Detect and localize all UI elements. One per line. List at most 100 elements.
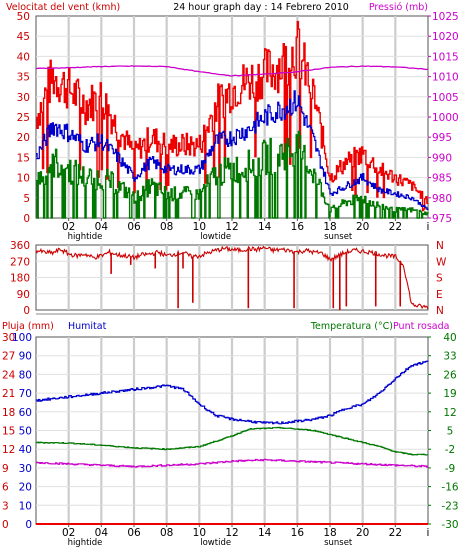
temperature-tick-label: -2 [445, 444, 455, 456]
tide-annotation: sunset [324, 232, 353, 242]
humidity-tick-label: 70 [19, 388, 32, 400]
humidity-tick-label: 60 [19, 407, 32, 419]
x-tick-label: 12 [225, 527, 238, 539]
dew_point-line [36, 458, 429, 468]
x-tick-label: 16 [291, 221, 305, 233]
rain-axis-title: Pluja (mm) [2, 321, 54, 332]
rain-tick-label: 30 [2, 332, 15, 344]
pressure-tick-label: 1010 [432, 72, 459, 84]
rain-tick-label: 6 [2, 482, 9, 494]
wind-average-line [36, 90, 429, 210]
pressure-tick-label: 1000 [432, 112, 459, 124]
direction-tick-label: 270 [10, 256, 30, 268]
x-tick-label: 10 [193, 527, 206, 539]
rain-tick-label: 21 [2, 388, 15, 400]
rain-tick-label: 9 [2, 463, 9, 475]
compass-tick-label: E [436, 289, 443, 301]
rain-tick-label: 12 [2, 444, 15, 456]
x-tick-label: 02 [62, 221, 75, 233]
rain-tick-label: 27 [2, 351, 15, 363]
x-tick-label: 22 [389, 527, 402, 539]
temperature-tick-label: -30 [441, 519, 458, 531]
wind-tick-label: 50 [17, 11, 30, 23]
compass-tick-label: W [436, 256, 447, 268]
x-tick-label: 14 [258, 221, 272, 233]
direction-tick-label: 90 [17, 289, 30, 301]
temperature-axis-title: Temperatura (°C) [310, 321, 393, 332]
x-tick-label: 06 [127, 221, 141, 233]
humidity-tick-label: 50 [19, 426, 32, 438]
rain-tick-label: 0 [2, 519, 9, 531]
temperature-tick-label: -9 [445, 463, 455, 475]
humidity-axis-title: Humitat [68, 321, 107, 332]
x-tick-label: 12 [225, 221, 238, 233]
tide-annotation: lowtide [200, 232, 231, 242]
humidity-tick-label: 80 [19, 369, 32, 381]
humidity-tick-label: 20 [19, 482, 32, 494]
pressure-tick-label: 1020 [432, 31, 459, 43]
humidity-tick-label: 90 [19, 351, 32, 363]
x-tick-label: 16 [291, 527, 305, 539]
wind-tick-label: 5 [23, 193, 30, 205]
x-tick-label: 22 [389, 221, 402, 233]
wind-axis-title: Velocitat del vent (kmh) [6, 2, 120, 13]
wind-tick-label: 10 [17, 173, 30, 185]
temperature-tick-label: 12 [443, 407, 456, 419]
tide-annotation: hightide [68, 232, 103, 242]
x-tick-label: 08 [160, 221, 173, 233]
wind-direction-line [35, 245, 429, 310]
tide-annotation: lowtide [200, 538, 231, 548]
x-tick-label: 10 [193, 221, 206, 233]
pressure-tick-label: 995 [432, 132, 452, 144]
pressure-line [35, 65, 429, 77]
x-tick-label: 18 [323, 221, 336, 233]
humidity-line [36, 360, 429, 425]
temperature-tick-label: 19 [443, 388, 456, 400]
pressure-tick-label: 980 [432, 193, 452, 205]
wind-tick-label: 20 [17, 132, 30, 144]
wind-tick-label: 0 [23, 213, 30, 225]
wind-pressure-panel: Velocitat del vent (kmh) 24 hour graph d… [6, 2, 459, 242]
rain-tick-label: 3 [2, 500, 9, 512]
pressure-tick-label: 990 [432, 152, 452, 164]
x-tick-label: 04 [95, 527, 109, 539]
chart-title: 24 hour graph day : 14 Febrero 2010 [173, 2, 349, 13]
x-tick-label: 02 [62, 527, 75, 539]
pressure-tick-label: 975 [432, 213, 452, 225]
wind-tick-label: 40 [17, 51, 30, 63]
temperature-tick-label: -16 [441, 482, 458, 494]
wind-tick-label: 30 [17, 92, 30, 104]
temperature-tick-label: 40 [443, 332, 456, 344]
x-tick-label: 20 [356, 527, 369, 539]
humidity-tick-label: 10 [19, 500, 32, 512]
wind-tick-label: 35 [17, 72, 30, 84]
wind-tick-label: 15 [17, 152, 30, 164]
temperature-tick-label: 5 [447, 426, 454, 438]
temperature-line [36, 426, 428, 456]
pressure-tick-label: 985 [432, 173, 452, 185]
x-tick-label: 18 [323, 527, 336, 539]
x-tick-label: 04 [95, 221, 109, 233]
compass-tick-label: N [436, 305, 444, 317]
tide-annotation: hightide [68, 538, 103, 548]
humidity-tick-label: 30 [19, 463, 32, 475]
compass-tick-label: N [436, 240, 444, 252]
x-tick-label: 06 [127, 527, 141, 539]
pressure-tick-label: 1005 [432, 92, 459, 104]
x-end-label: i [427, 527, 430, 539]
x-tick-label: 20 [356, 221, 369, 233]
x-tick-label: 14 [258, 527, 272, 539]
pressure-axis-title: Pressió (mb) [369, 2, 428, 13]
humidity-tick-label: 100 [12, 332, 32, 344]
direction-tick-label: 360 [10, 240, 30, 252]
temperature-tick-label: -23 [441, 500, 458, 512]
temperature-tick-label: 26 [443, 369, 457, 381]
wind-tick-label: 45 [17, 31, 30, 43]
pressure-tick-label: 1025 [432, 11, 459, 23]
humidity-temperature-panel: Pluja (mm) Humitat Temperatura (°C) Punt… [2, 321, 459, 548]
x-end-label: i [427, 221, 430, 233]
humidity-tick-label: 40 [19, 444, 32, 456]
